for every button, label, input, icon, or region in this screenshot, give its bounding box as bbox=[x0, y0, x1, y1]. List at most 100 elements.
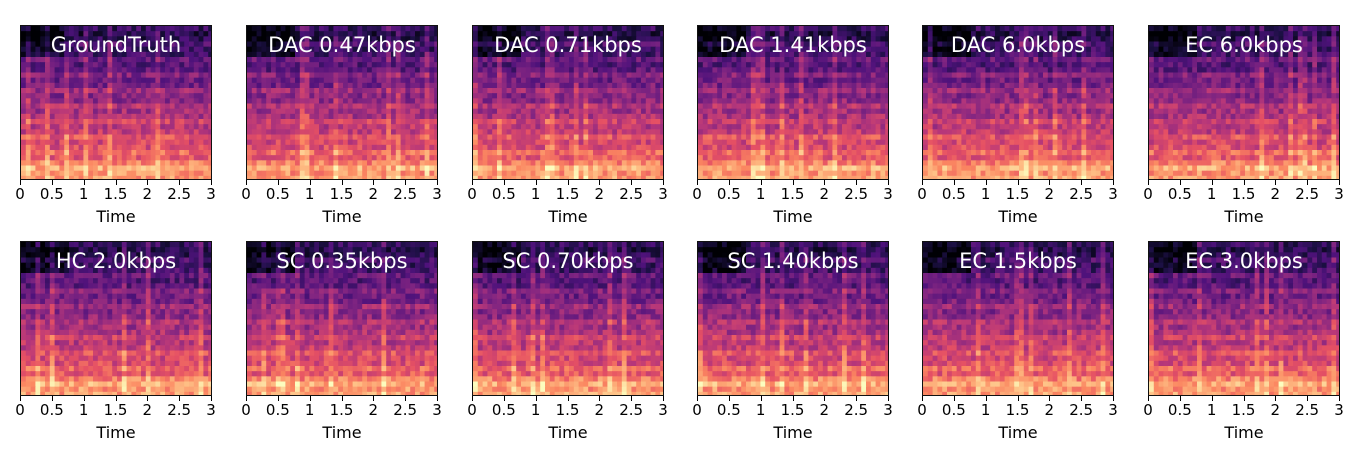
spectrogram-cell bbox=[525, 103, 532, 110]
spectrogram-cell bbox=[631, 139, 637, 146]
spectrogram-cell bbox=[755, 82, 761, 89]
spectrogram-cell bbox=[789, 36, 795, 43]
spectrogram-cell bbox=[789, 88, 795, 94]
spectrogram-cell bbox=[415, 139, 421, 146]
spectrogram-cell bbox=[707, 160, 713, 167]
spectrogram-cell bbox=[506, 67, 512, 74]
spectrogram-cell bbox=[367, 88, 373, 94]
spectrogram-cell bbox=[73, 98, 80, 105]
spectrogram-cell bbox=[208, 46, 211, 53]
spectrogram-cell bbox=[851, 134, 857, 141]
spectrogram-cell bbox=[741, 134, 747, 141]
spectrogram-cell bbox=[285, 108, 291, 115]
spectrogram-cell bbox=[650, 57, 656, 63]
spectrogram-cell bbox=[698, 77, 704, 84]
spectrogram-cell bbox=[631, 144, 637, 151]
spectrogram-cell bbox=[837, 129, 843, 136]
spectrogram-cell bbox=[516, 77, 522, 84]
spectrogram-cell bbox=[256, 67, 262, 74]
spectrogram-cell bbox=[482, 113, 488, 120]
spectrogram-cell bbox=[266, 57, 272, 63]
spectrogram-cell bbox=[660, 46, 663, 53]
spectrogram-cell bbox=[247, 31, 253, 37]
spectrogram-cell bbox=[21, 103, 27, 110]
spectrogram-cell bbox=[30, 98, 36, 105]
spectrogram-cell bbox=[818, 170, 824, 177]
spectrogram-cell bbox=[660, 93, 663, 99]
spectrogram-cell bbox=[410, 134, 416, 141]
spectrogram-cell bbox=[794, 36, 800, 43]
spectrogram-cell bbox=[497, 165, 503, 172]
spectrogram-cell bbox=[832, 72, 838, 79]
spectrogram-cell bbox=[535, 119, 541, 125]
spectrogram-cell bbox=[256, 150, 262, 156]
spectrogram-cell bbox=[549, 175, 556, 179]
spectrogram-cell bbox=[650, 72, 656, 79]
spectrogram-cell bbox=[521, 82, 527, 89]
spectrogram-cell bbox=[545, 93, 551, 99]
spectrogram-cell bbox=[530, 139, 536, 146]
spectrogram-cell bbox=[784, 88, 790, 94]
spectrogram-cell bbox=[309, 41, 315, 48]
spectrogram-cell bbox=[304, 155, 310, 161]
spectrogram-cell bbox=[323, 108, 330, 115]
x-tick-label: 3 bbox=[658, 185, 668, 203]
spectrogram-cell bbox=[102, 36, 108, 43]
spectrogram-cell bbox=[400, 26, 406, 32]
spectrogram-cell bbox=[593, 46, 599, 53]
spectrogram-cell bbox=[54, 170, 60, 177]
spectrogram-cell bbox=[712, 31, 718, 37]
spectrogram-cell bbox=[347, 139, 354, 146]
spectrogram-cell bbox=[746, 41, 752, 48]
spectrogram-cell bbox=[328, 160, 334, 167]
spectrogram-cell bbox=[45, 62, 51, 68]
spectrogram-cell bbox=[169, 41, 176, 48]
spectrogram-cell bbox=[770, 144, 776, 151]
spectrogram-cell bbox=[501, 72, 508, 79]
spectrogram-cell bbox=[569, 134, 575, 141]
spectrogram-cell bbox=[726, 82, 733, 89]
spectrogram-cell bbox=[395, 36, 402, 43]
spectrogram-cell bbox=[141, 46, 147, 53]
spectrogram-cell bbox=[492, 113, 498, 120]
spectrogram-cell bbox=[535, 46, 541, 53]
spectrogram-cell bbox=[545, 98, 551, 105]
spectrogram-cell bbox=[702, 77, 709, 84]
spectrogram-cell bbox=[304, 170, 310, 177]
spectrogram-cell bbox=[525, 160, 532, 167]
spectrogram-cell bbox=[501, 113, 508, 120]
spectrogram-cell bbox=[578, 88, 584, 94]
spectrogram-cell bbox=[573, 46, 580, 53]
spectrogram-cell bbox=[636, 129, 642, 136]
spectrogram-cell bbox=[990, 36, 996, 43]
spectrogram-cell bbox=[755, 170, 761, 177]
spectrogram-cell bbox=[521, 41, 527, 48]
spectrogram-cell bbox=[741, 26, 747, 32]
spectrogram-cell bbox=[45, 31, 51, 37]
spectrogram-cell bbox=[636, 46, 642, 53]
spectrogram-cell bbox=[736, 170, 742, 177]
spectrogram-cell bbox=[559, 93, 565, 99]
spectrogram-cell bbox=[261, 62, 267, 68]
x-tick-mark bbox=[599, 180, 601, 185]
spectrogram-cell bbox=[602, 26, 608, 32]
spectrogram-cell bbox=[530, 93, 536, 99]
spectrogram-cell bbox=[818, 77, 824, 84]
spectrogram-cell bbox=[280, 41, 286, 48]
spectrogram-cell bbox=[88, 108, 94, 115]
spectrogram-cell bbox=[309, 129, 315, 136]
spectrogram-cell bbox=[247, 36, 253, 43]
spectrogram-cell bbox=[280, 77, 286, 84]
spectrogram-cell bbox=[69, 93, 75, 99]
spectrogram-cell bbox=[477, 113, 484, 120]
x-tick-label: 1.5 bbox=[555, 185, 580, 203]
spectrogram-cell bbox=[141, 93, 147, 99]
spectrogram-cell bbox=[746, 36, 752, 43]
spectrogram-cell bbox=[617, 36, 623, 43]
spectrogram-cell bbox=[136, 134, 142, 141]
spectrogram-cell bbox=[660, 139, 663, 146]
spectrogram-cell bbox=[621, 93, 628, 99]
spectrogram-cell bbox=[612, 31, 618, 37]
spectrogram-cell bbox=[1038, 26, 1044, 32]
spectrogram-cell bbox=[626, 67, 632, 74]
